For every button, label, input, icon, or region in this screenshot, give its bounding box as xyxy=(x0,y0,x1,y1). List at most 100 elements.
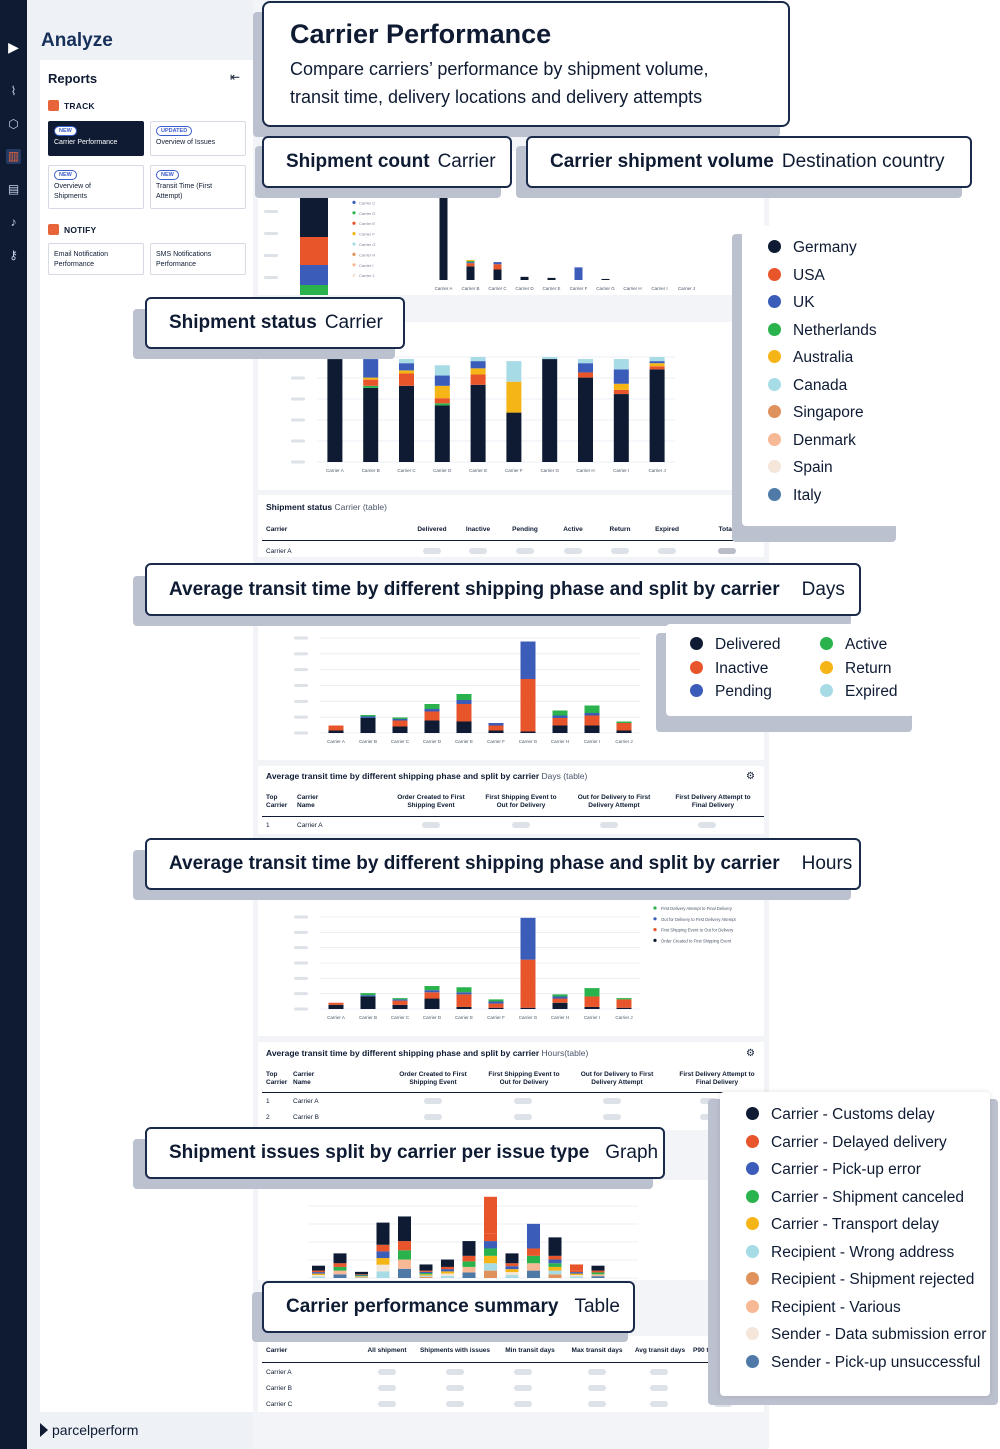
bar-segment xyxy=(578,377,593,462)
bar-segment xyxy=(488,725,504,731)
tick-placeholder xyxy=(294,976,308,980)
legend-swatch xyxy=(653,906,657,910)
legend-item: Sender - Data submission error xyxy=(746,1326,986,1344)
bar-segment xyxy=(456,994,472,1007)
bar-segment xyxy=(355,1275,368,1277)
tick-label: Carrier H xyxy=(551,739,569,744)
card-carrier-performance[interactable]: NEW Carrier Performance xyxy=(48,121,144,156)
legend-label: Canada xyxy=(793,376,848,394)
chart-transit-days: Carrier A Carrier B Carrier C Carrier D Carr… xyxy=(294,636,640,744)
card-label: SMS Notifications Performance xyxy=(156,251,212,268)
bar-segment xyxy=(552,710,568,716)
legend-label: Carrier - Customs delay xyxy=(771,1106,935,1123)
legend-label: Australia xyxy=(793,349,854,366)
tick-label: Carrier C xyxy=(397,468,416,473)
key-icon[interactable]: ⚷ xyxy=(9,248,18,262)
bar-segment xyxy=(552,718,568,726)
card-email-notification[interactable]: Email Notification Performance xyxy=(48,243,144,275)
settings-icon[interactable]: ⚙ xyxy=(746,1048,755,1059)
card-overview-of-issues[interactable]: UPDATED Overview of Issues xyxy=(150,121,246,156)
bar-segment xyxy=(363,385,379,388)
card-transit-time[interactable]: NEW Transit Time (First Attempt) xyxy=(150,165,246,209)
bar-segment xyxy=(441,1269,454,1272)
cell-placeholder xyxy=(446,1369,464,1375)
bar-segment xyxy=(584,996,600,1007)
bar-segment xyxy=(456,694,472,700)
legend-item: Carrier - Transport delay xyxy=(746,1216,939,1234)
cell-placeholder xyxy=(588,1401,606,1407)
collapse-icon[interactable]: ⇤ xyxy=(230,70,241,84)
bar-segment xyxy=(462,1272,476,1278)
bar-segment xyxy=(527,1263,540,1271)
bar-segment xyxy=(312,1275,325,1277)
tick-placeholder xyxy=(264,210,278,213)
legend-label: Expired xyxy=(845,683,898,700)
divider xyxy=(262,540,764,541)
card-sms-notification[interactable]: SMS Notifications Performance xyxy=(150,243,246,275)
cell-placeholder xyxy=(588,1385,606,1391)
bar-segment xyxy=(363,359,379,378)
bar-segment xyxy=(419,1264,433,1271)
bar-segment xyxy=(488,1003,504,1008)
tick-label: Carrier D xyxy=(423,1015,442,1020)
bar-segment xyxy=(419,1275,433,1277)
analytics-icon[interactable]: ⌇ xyxy=(10,84,17,98)
bar-segment xyxy=(441,1266,454,1270)
tick-label: Carrier A xyxy=(327,1015,345,1020)
legend-item: Active xyxy=(820,636,887,654)
cell-placeholder xyxy=(378,1401,396,1407)
tick-label: Carrier G xyxy=(519,1015,538,1020)
reports-title: Reports xyxy=(48,71,98,86)
bell-icon[interactable]: ♪ xyxy=(10,215,17,229)
legend-swatch xyxy=(746,1162,759,1175)
days-table-title: Average transit time by different shippi… xyxy=(266,771,587,781)
bar-segment xyxy=(328,730,344,733)
bar-segment xyxy=(360,716,376,718)
bar-segment xyxy=(441,1273,454,1276)
bar-segment xyxy=(493,264,502,270)
legend-item: Carrier - Shipment canceled xyxy=(746,1189,964,1207)
bar-segment xyxy=(355,1276,368,1277)
bar-segment xyxy=(578,363,593,373)
bar-segment xyxy=(552,715,568,718)
legend-item: Delivered xyxy=(690,636,780,654)
tick-placeholder xyxy=(294,961,308,965)
bar-segment xyxy=(456,1006,472,1009)
report-icon[interactable]: ▤ xyxy=(7,182,20,196)
tick-placeholder xyxy=(294,946,308,950)
legend-swatch xyxy=(768,322,781,336)
legend-item: Canada xyxy=(768,377,847,395)
legend-label: Carrier I xyxy=(359,263,373,268)
callout-transit-hours: Average transit time by different shippi… xyxy=(145,838,861,890)
cell-placeholder xyxy=(698,822,716,828)
bar-segment xyxy=(470,357,486,362)
legend-item: Australia xyxy=(768,349,853,367)
card-overview-of-shipments[interactable]: NEW Overview of Shipments xyxy=(48,165,144,209)
bar-segment xyxy=(441,1259,454,1267)
legend-swatch xyxy=(746,1354,759,1368)
bar-segment xyxy=(548,1237,562,1256)
bar-segment xyxy=(570,1270,583,1273)
callout-title: Average transit time by different shippi… xyxy=(169,853,780,874)
divider xyxy=(262,1092,764,1093)
legend-item: Singapore xyxy=(768,404,864,422)
bar-segment xyxy=(462,1255,476,1262)
legend-swatch xyxy=(820,637,833,650)
card-tag: NEW xyxy=(54,126,77,136)
settings-icon[interactable]: ⚙ xyxy=(746,771,755,782)
col-header: First Shipping Event to Out for Delivery xyxy=(485,794,557,809)
bar-segment xyxy=(570,1264,583,1271)
legend-swatch xyxy=(820,684,833,697)
cell-placeholder xyxy=(650,1369,668,1375)
legend-item: Recipient - Wrong address xyxy=(746,1244,954,1262)
bar-segment xyxy=(355,1277,368,1278)
bar-segment xyxy=(484,1196,497,1234)
legend-label: First Shipping Event to Out for Delivery xyxy=(661,928,734,933)
col-header: Top Carrier xyxy=(266,794,288,809)
bar-segment xyxy=(505,1272,519,1276)
bar-segment xyxy=(399,370,414,374)
legend-swatch xyxy=(746,1107,759,1120)
box-icon[interactable]: ⬡ xyxy=(8,117,19,131)
col-header: Shipments with issues xyxy=(419,1347,491,1354)
bar-chart-icon[interactable]: ▥ xyxy=(6,149,21,164)
